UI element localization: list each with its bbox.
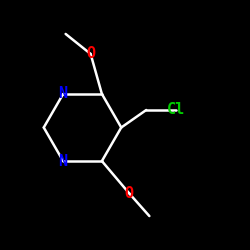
Text: N: N	[58, 86, 68, 102]
Text: N: N	[58, 154, 68, 168]
Text: O: O	[125, 186, 134, 201]
Text: O: O	[86, 46, 95, 62]
Text: Cl: Cl	[167, 102, 186, 118]
